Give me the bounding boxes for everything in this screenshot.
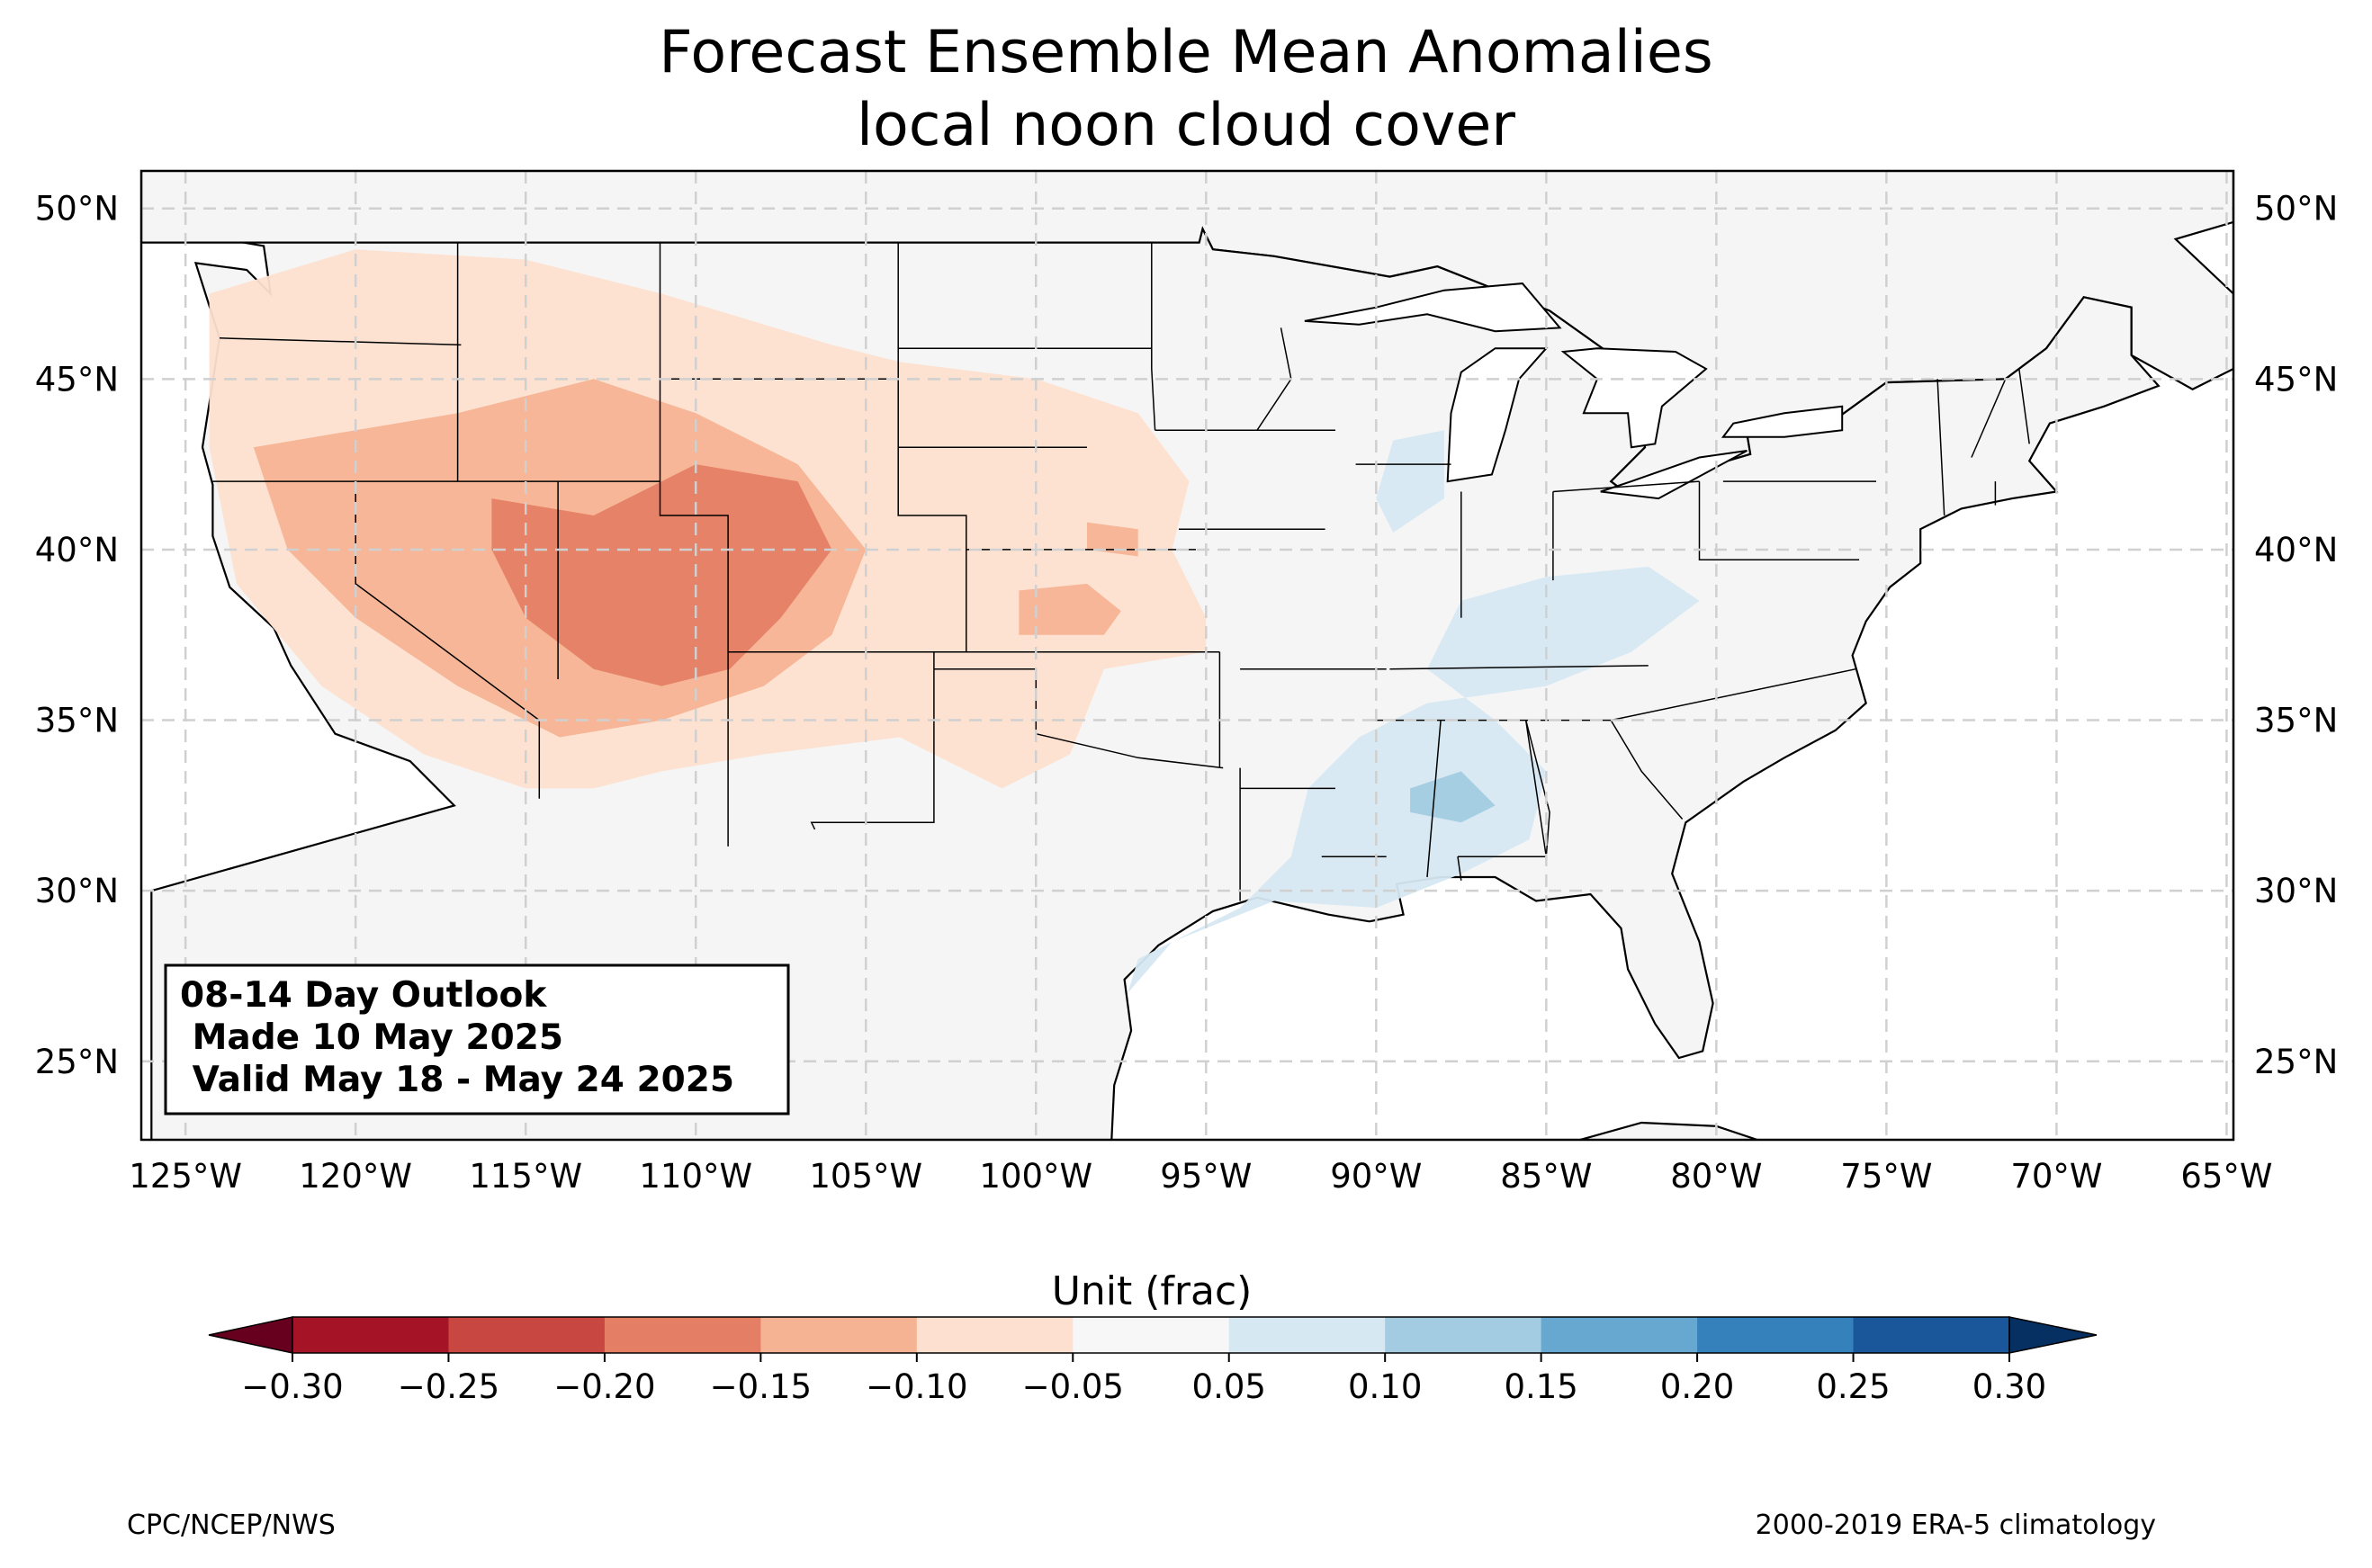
lat-tick-label-right: 50°N [2254, 190, 2338, 228]
lake-superior [1304, 282, 1562, 333]
state-boundary-25 [1389, 665, 1649, 670]
lat-tick-label-right: 35°N [2254, 702, 2338, 740]
colorbar-tick-label: −0.15 [710, 1367, 812, 1406]
lon-tick-label: 110°W [639, 1157, 752, 1196]
lat-tick-label-right: 25°N [2254, 1043, 2338, 1081]
lon-ticks: 125°W 120°W 115°W 110°W 105°W 100°W 95°W 90°W 85… [129, 1157, 2272, 1196]
state-boundary-34 [1936, 379, 1945, 516]
colorbar-swatch-6 [1228, 1317, 1386, 1353]
lat-tick-label-left: 45°N [35, 360, 119, 399]
lat-tick-label-left: 50°N [35, 190, 119, 228]
info-box: 08-14 Day Outlook Made 10 May 2025 Valid… [164, 963, 790, 1116]
info-outlook: 08-14 Day Outlook [180, 975, 547, 1016]
lat-tick-label-right: 40°N [2254, 531, 2338, 569]
lon-tick-label: 115°W [469, 1157, 582, 1196]
colorbar-tick-label: −0.30 [241, 1367, 343, 1406]
state-boundary-15 [810, 651, 935, 830]
colorbar-swatch-3 [760, 1317, 918, 1353]
lon-tick-label: 100°W [979, 1157, 1092, 1196]
lon-tick-label: 70°W [2010, 1157, 2102, 1196]
colorbar-tick-label: −0.05 [1022, 1367, 1124, 1406]
anomaly-region-5 [491, 464, 832, 686]
colorbar-swatch-1 [448, 1317, 606, 1353]
footer-climatology: 2000-2019 ERA-5 climatology [1756, 1510, 2156, 1541]
colorbar-swatch-4 [916, 1317, 1074, 1353]
map-panel: 125°W 120°W 115°W 110°W 105°W 100°W 95°W 90°W 85… [35, 169, 2339, 1196]
colorbar-tick-label: −0.20 [553, 1367, 655, 1406]
colorbar-label: Unit (frac) [1052, 1268, 1253, 1314]
state-boundary-31 [1552, 480, 1700, 493]
state-boundary-40 [1457, 856, 1462, 881]
info-valid-range: Valid May 18 - May 24 2025 [180, 1060, 734, 1100]
colorbar-swatch-9 [1697, 1317, 1855, 1353]
lake-huron [1560, 347, 1708, 449]
colorbar-swatch-7 [1385, 1317, 1542, 1353]
lon-tick-label: 80°W [1670, 1157, 1762, 1196]
colorbar-swatch-8 [1541, 1317, 1698, 1353]
footer-credit: CPC/NCEP/NWS [127, 1510, 336, 1541]
anomaly-layer [209, 249, 1700, 993]
colorbar-ticks: −0.30 −0.25 −0.20 −0.15 −0.10 −0.05 0.05 0.10 0.… [241, 1353, 2046, 1406]
lat-tick-label-right: 30°N [2254, 872, 2338, 910]
state-boundary-9 [219, 337, 462, 346]
colorbar-tick-label: 0.20 [1660, 1367, 1734, 1406]
lon-tick-label: 105°W [809, 1157, 922, 1196]
colorbar-tick-label: 0.30 [1972, 1367, 2046, 1406]
colorbar-under-arrow [208, 1316, 293, 1354]
colorbar-swatches [208, 1316, 2098, 1354]
colorbar-tick-label: −0.10 [866, 1367, 967, 1406]
state-boundary-37 [2018, 368, 2030, 444]
lake-ontario [1721, 405, 1844, 438]
anomaly-region-7 [1376, 430, 1444, 533]
colorbar-swatch-5 [1073, 1317, 1230, 1353]
colorbar-swatch-0 [292, 1317, 449, 1353]
lon-tick-label: 90°W [1330, 1157, 1422, 1196]
chart-title-line1: Forecast Ensemble Mean Anomalies [659, 19, 1712, 86]
info-box-frame [164, 963, 790, 1116]
colorbar-tick-label: −0.25 [398, 1367, 499, 1406]
lake-erie [1600, 450, 1748, 500]
lon-tick-label: 120°W [299, 1157, 412, 1196]
state-boundary-22 [1426, 720, 1442, 878]
map-frame [139, 169, 2235, 1142]
colorbar-swatch-10 [1853, 1317, 2010, 1353]
colorbar: Unit (frac) −0.30 −0.25 −0.20 −0.15 −0.10 −0.… [208, 1268, 2098, 1406]
colorbar-over-arrow [2008, 1316, 2098, 1354]
lon-tick-label: 125°W [129, 1157, 242, 1196]
lon-tick-label: 95°W [1160, 1157, 1252, 1196]
lon-tick-label: 85°W [1500, 1157, 1592, 1196]
colorbar-tick-label: 0.15 [1504, 1367, 1577, 1406]
land-cuba [1578, 1121, 1761, 1140]
colorbar-outline [292, 1316, 2010, 1354]
lon-tick-label: 65°W [2180, 1157, 2272, 1196]
state-boundary-39 [1610, 720, 1684, 820]
colorbar-swatch-2 [604, 1317, 761, 1353]
anomaly-region-3 [1019, 583, 1121, 635]
lat-tick-label-left: 25°N [35, 1043, 119, 1081]
colorbar-tick-label: 0.05 [1192, 1367, 1266, 1406]
anomaly-region-4 [1087, 522, 1138, 557]
info-made-date: Made 10 May 2025 [180, 1017, 563, 1058]
chart-title-line2: local noon cloud cover [857, 92, 1515, 159]
anomaly-region-8 [1410, 771, 1496, 823]
lat-tick-label-right: 45°N [2254, 360, 2338, 399]
state-boundary-36 [1971, 379, 2007, 458]
state-boundary-32 [1698, 481, 1860, 561]
lat-tick-label-left: 35°N [35, 702, 119, 740]
lon-tick-label: 75°W [1840, 1157, 1932, 1196]
lat-tick-label-left: 40°N [35, 531, 119, 569]
state-boundary-12 [1151, 242, 1156, 431]
colorbar-tick-label: 0.10 [1348, 1367, 1422, 1406]
lat-ticks: 50°N 50°N 45°N 45°N 40°N 40°N 35°N 35°N 30°N 30°N… [35, 190, 2339, 1081]
lat-tick-label-left: 30°N [35, 872, 119, 910]
anomaly-region-6 [1128, 566, 1700, 993]
colorbar-tick-label: 0.25 [1816, 1367, 1890, 1406]
